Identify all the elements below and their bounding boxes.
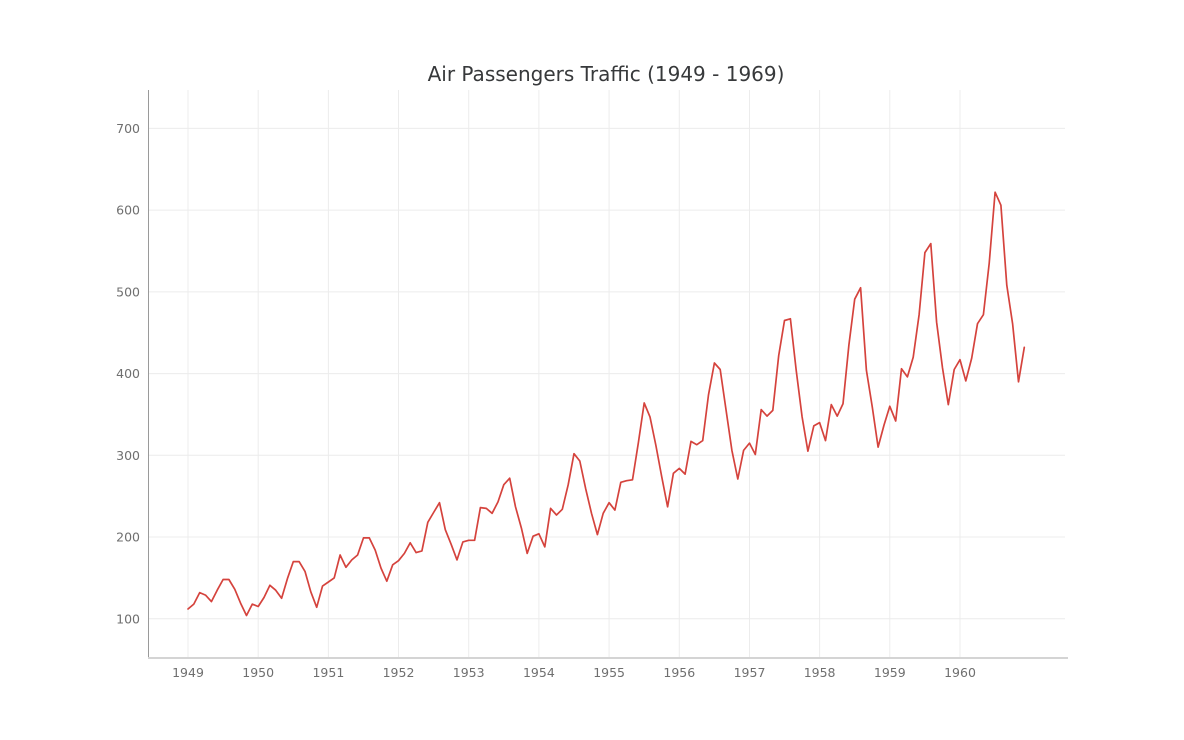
axes bbox=[148, 90, 1068, 659]
x-tick-label: 1959 bbox=[874, 665, 906, 680]
chart-title: Air Passengers Traffic (1949 - 1969) bbox=[428, 62, 785, 86]
x-tick-label: 1950 bbox=[242, 665, 274, 680]
x-tick-label: 1949 bbox=[172, 665, 204, 680]
x-tick-label: 1952 bbox=[383, 665, 415, 680]
x-tick-label: 1957 bbox=[734, 665, 766, 680]
y-tick-label: 100 bbox=[116, 611, 140, 626]
y-tick-label: 500 bbox=[116, 284, 140, 299]
x-tick-label: 1960 bbox=[944, 665, 976, 680]
tick-labels: 1949 1950 1951 1952 1953 1954 1955 1956 1957 1958… bbox=[116, 121, 976, 680]
x-tick-label: 1958 bbox=[804, 665, 836, 680]
x-tick-label: 1954 bbox=[523, 665, 555, 680]
series-line-air-passengers bbox=[187, 191, 1026, 617]
gridlines bbox=[148, 90, 1065, 658]
data-series bbox=[187, 191, 1026, 617]
x-tick-label: 1956 bbox=[663, 665, 695, 680]
x-tick-label: 1955 bbox=[593, 665, 625, 680]
x-tick-label: 1953 bbox=[453, 665, 485, 680]
y-tick-label: 400 bbox=[116, 366, 140, 381]
y-tick-label: 300 bbox=[116, 448, 140, 463]
y-tick-label: 200 bbox=[116, 530, 140, 545]
y-tick-label: 700 bbox=[116, 121, 140, 136]
x-tick-label: 1951 bbox=[312, 665, 344, 680]
y-tick-label: 600 bbox=[116, 203, 140, 218]
